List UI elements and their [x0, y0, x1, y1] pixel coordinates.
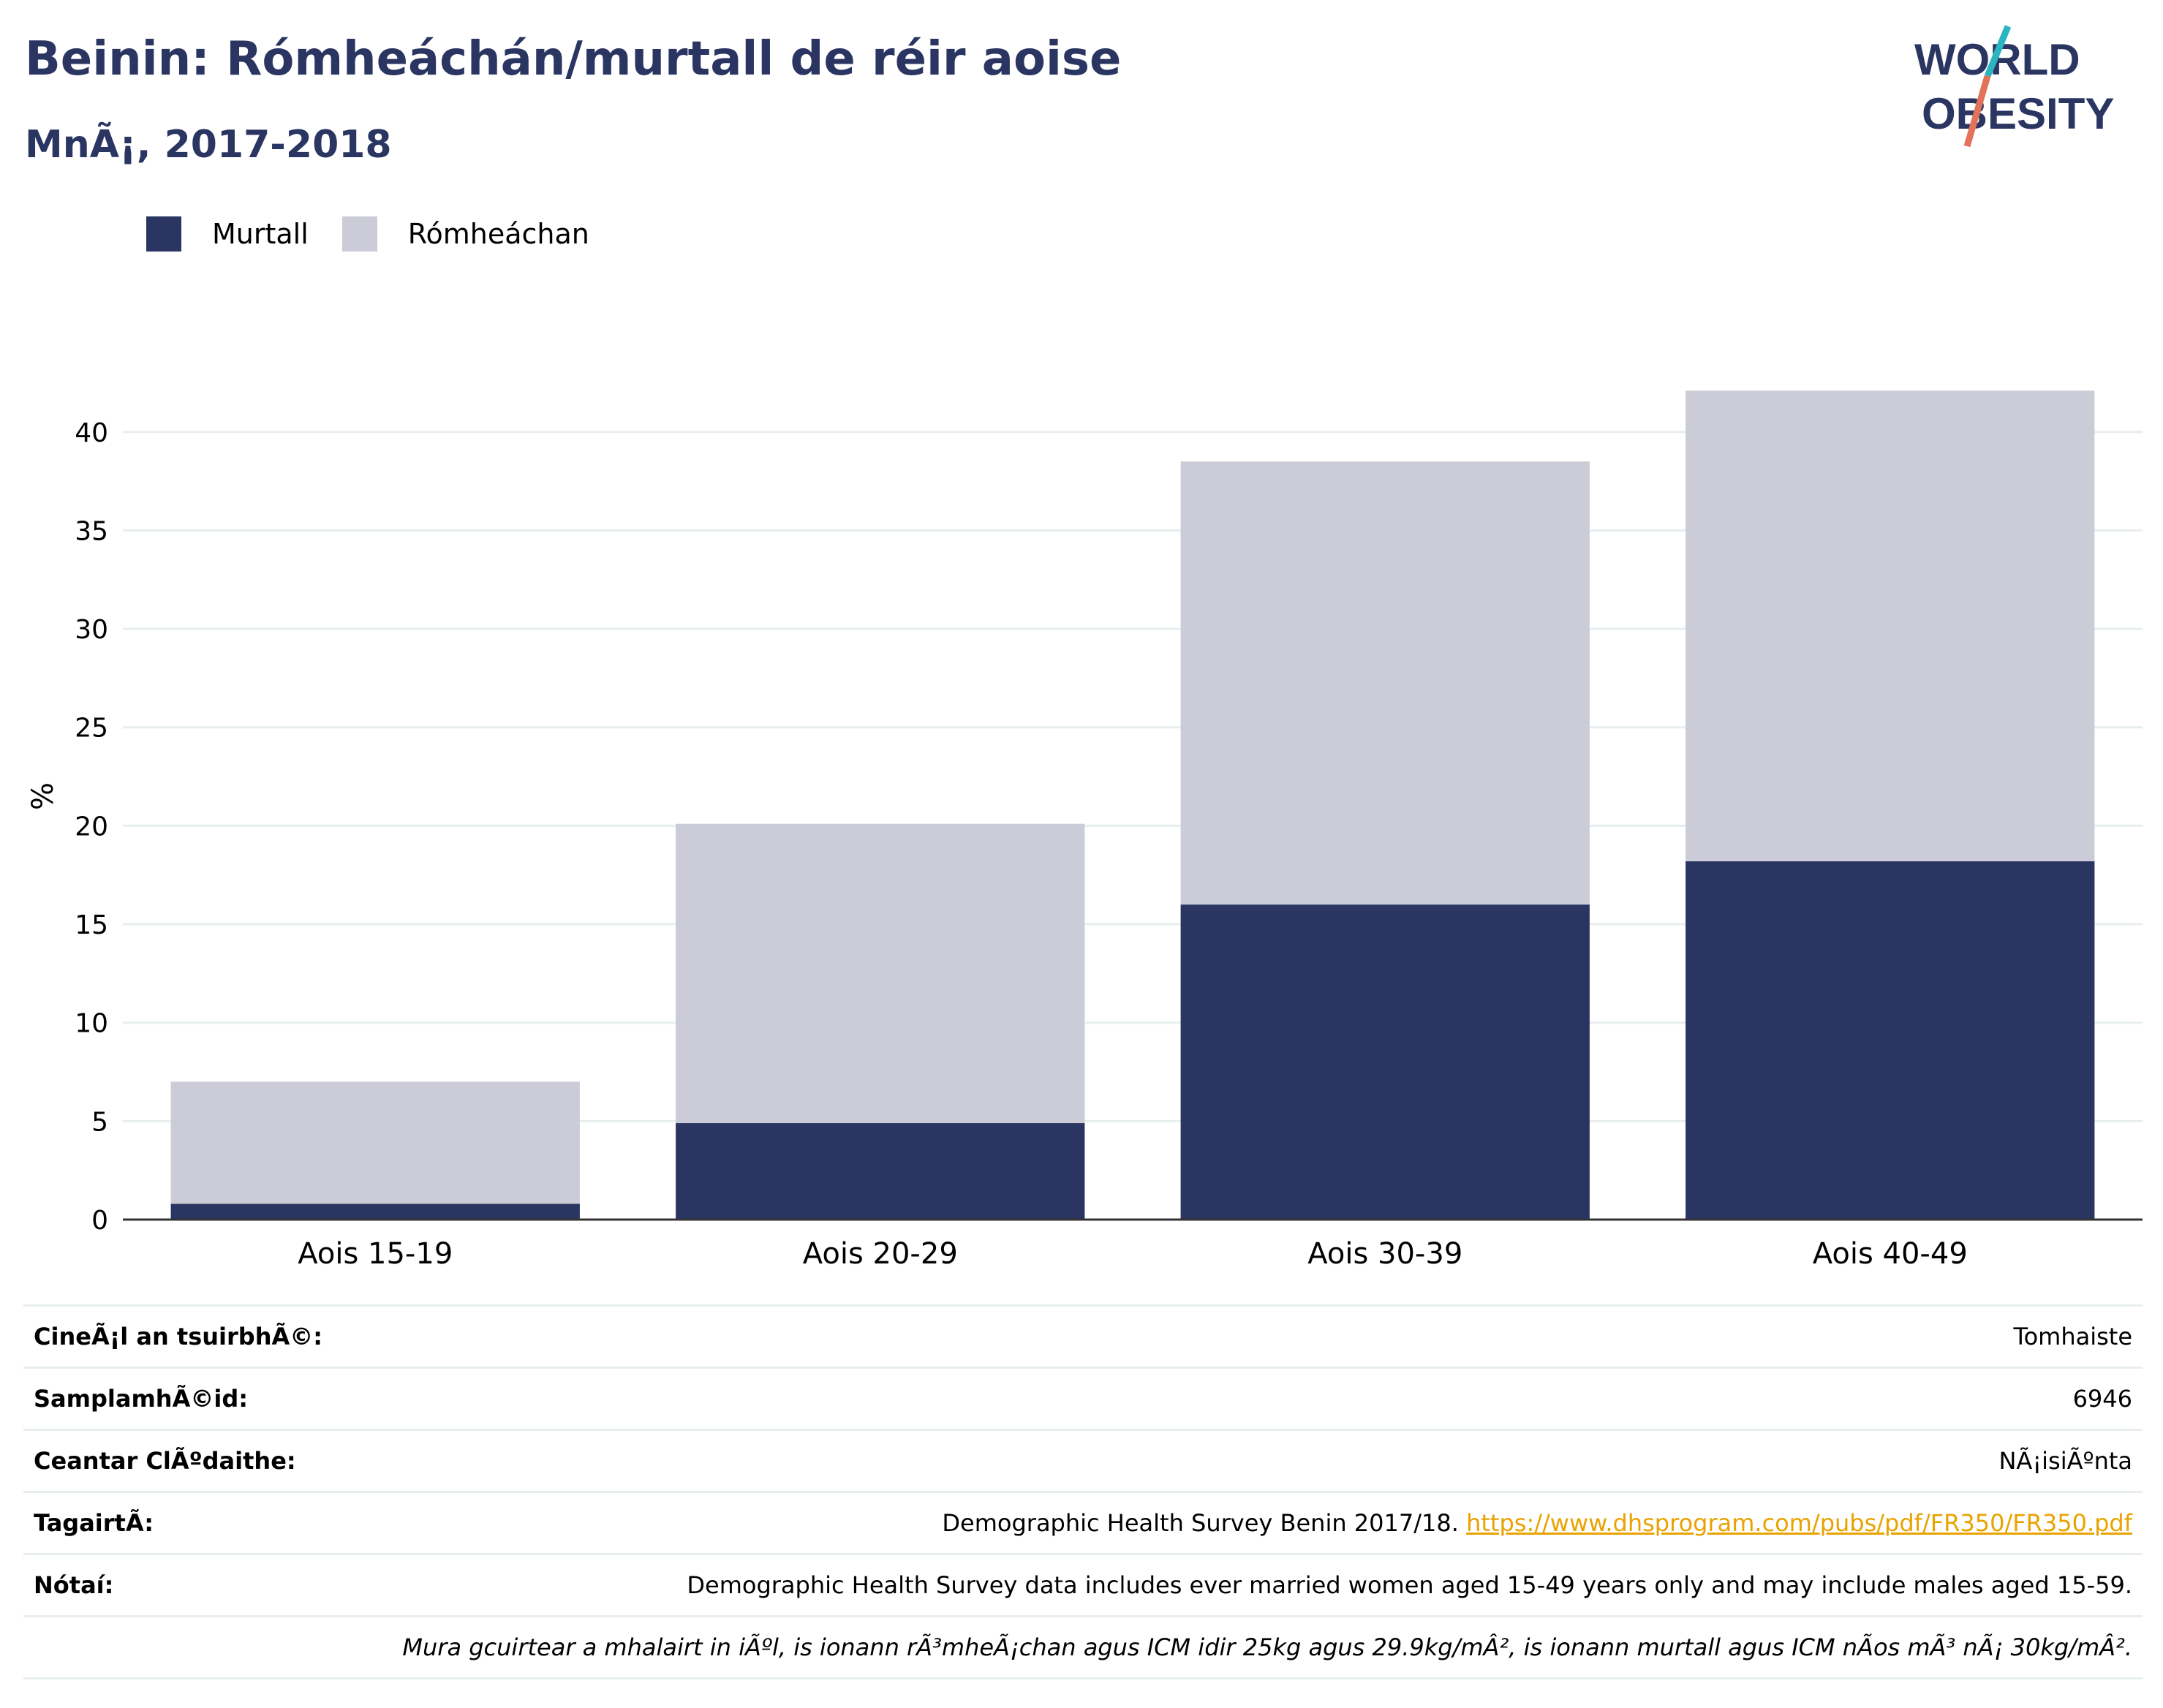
- x-tick-label: Aois 15-19: [298, 1237, 453, 1271]
- logo-slash-bottom: [1963, 75, 1991, 148]
- chart-legend: Murtall Rómheáchan: [146, 216, 623, 252]
- legend-swatch-romheachan: [341, 216, 377, 252]
- bar-murtall: [676, 1123, 1085, 1220]
- y-axis-label: %: [26, 782, 60, 810]
- definition-note: Mura gcuirtear a mhalairt in iÃºl, is io…: [402, 1633, 2132, 1661]
- y-tick-label: 40: [75, 418, 108, 448]
- area-value: NÃ¡isiÃºnta: [1998, 1447, 2132, 1475]
- reference-link[interactable]: https://www.dhsprogram.com/pubs/pdf/FR35…: [1466, 1509, 2132, 1537]
- legend-label-romheachan: Rómheáchan: [407, 218, 589, 250]
- bar-romheachan: [676, 823, 1085, 1124]
- meta-row-sample-size: SamplamhÃ©id: 6946: [23, 1367, 2143, 1429]
- bar-romheachan: [170, 1081, 580, 1204]
- bar-murtall: [170, 1203, 580, 1220]
- y-tick-label: 30: [75, 615, 108, 645]
- survey-type-value: Tomhaiste: [2013, 1323, 2132, 1350]
- chart-title: Beinin: Rómheáchán/murtall de réir aoise: [25, 32, 1122, 86]
- y-tick-label: 10: [75, 1009, 108, 1039]
- legend-item-romheachan: Rómheáchan: [341, 216, 589, 252]
- y-tick-label: 20: [75, 812, 108, 842]
- notes-label: Nótaí:: [34, 1571, 114, 1599]
- meta-row-reference: TagairtÃ: Demographic Health Survey Beni…: [23, 1491, 2143, 1553]
- area-label: Ceantar ClÃºdaithe:: [34, 1447, 296, 1475]
- meta-row-definition: Mura gcuirtear a mhalairt in iÃºl, is io…: [23, 1615, 2143, 1679]
- notes-value: Demographic Health Survey data includes …: [687, 1571, 2132, 1599]
- bar-murtall: [1686, 861, 2095, 1220]
- reference-label: TagairtÃ:: [34, 1509, 154, 1537]
- y-tick-label: 35: [75, 516, 108, 546]
- logo-slash-top: [1984, 25, 2012, 78]
- meta-row-area: Ceantar ClÃºdaithe: NÃ¡isiÃºnta: [23, 1429, 2143, 1491]
- bar-romheachan: [1686, 390, 2095, 861]
- chart-subtitle: MnÃ¡, 2017-2018: [25, 123, 392, 167]
- legend-item-murtall: Murtall: [146, 216, 309, 252]
- y-tick-label: 15: [75, 910, 108, 940]
- x-tick-label: Aois 30-39: [1307, 1237, 1462, 1271]
- meta-row-survey-type: CineÃ¡l an tsuirbhÃ©: Tomhaiste: [23, 1304, 2143, 1367]
- survey-metadata-table: CineÃ¡l an tsuirbhÃ©: Tomhaiste Samplamh…: [23, 1304, 2143, 1679]
- bar-murtall: [1180, 904, 1590, 1220]
- bar-chart: 0 5 10 15 20 25 30 35 40% Aois 15-19 Aois 20-29 Aoi…: [26, 390, 2143, 1271]
- legend-swatch-murtall: [146, 216, 181, 252]
- survey-type-label: CineÃ¡l an tsuirbhÃ©:: [34, 1323, 323, 1350]
- y-tick-label: 5: [91, 1107, 108, 1137]
- reference-value: Demographic Health Survey Benin 2017/18.…: [942, 1509, 2143, 1537]
- logo-line2: OBESITY: [1922, 89, 2114, 138]
- sample-size-label: SamplamhÃ©id:: [34, 1385, 249, 1413]
- world-obesity-logo: WORLD OBESITY: [1914, 25, 2114, 148]
- reference-text: Demographic Health Survey Benin 2017/18.: [942, 1509, 1467, 1537]
- y-tick-label: 25: [75, 714, 108, 744]
- x-tick-label: Aois 20-29: [803, 1237, 958, 1271]
- legend-label-murtall: Murtall: [212, 218, 309, 250]
- meta-row-notes: Nótaí: Demographic Health Survey data in…: [23, 1553, 2143, 1615]
- y-tick-label: 0: [91, 1206, 108, 1236]
- sample-size-value: 6946: [2072, 1385, 2132, 1413]
- bar-romheachan: [1180, 461, 1590, 905]
- x-tick-label: Aois 40-49: [1813, 1237, 1968, 1271]
